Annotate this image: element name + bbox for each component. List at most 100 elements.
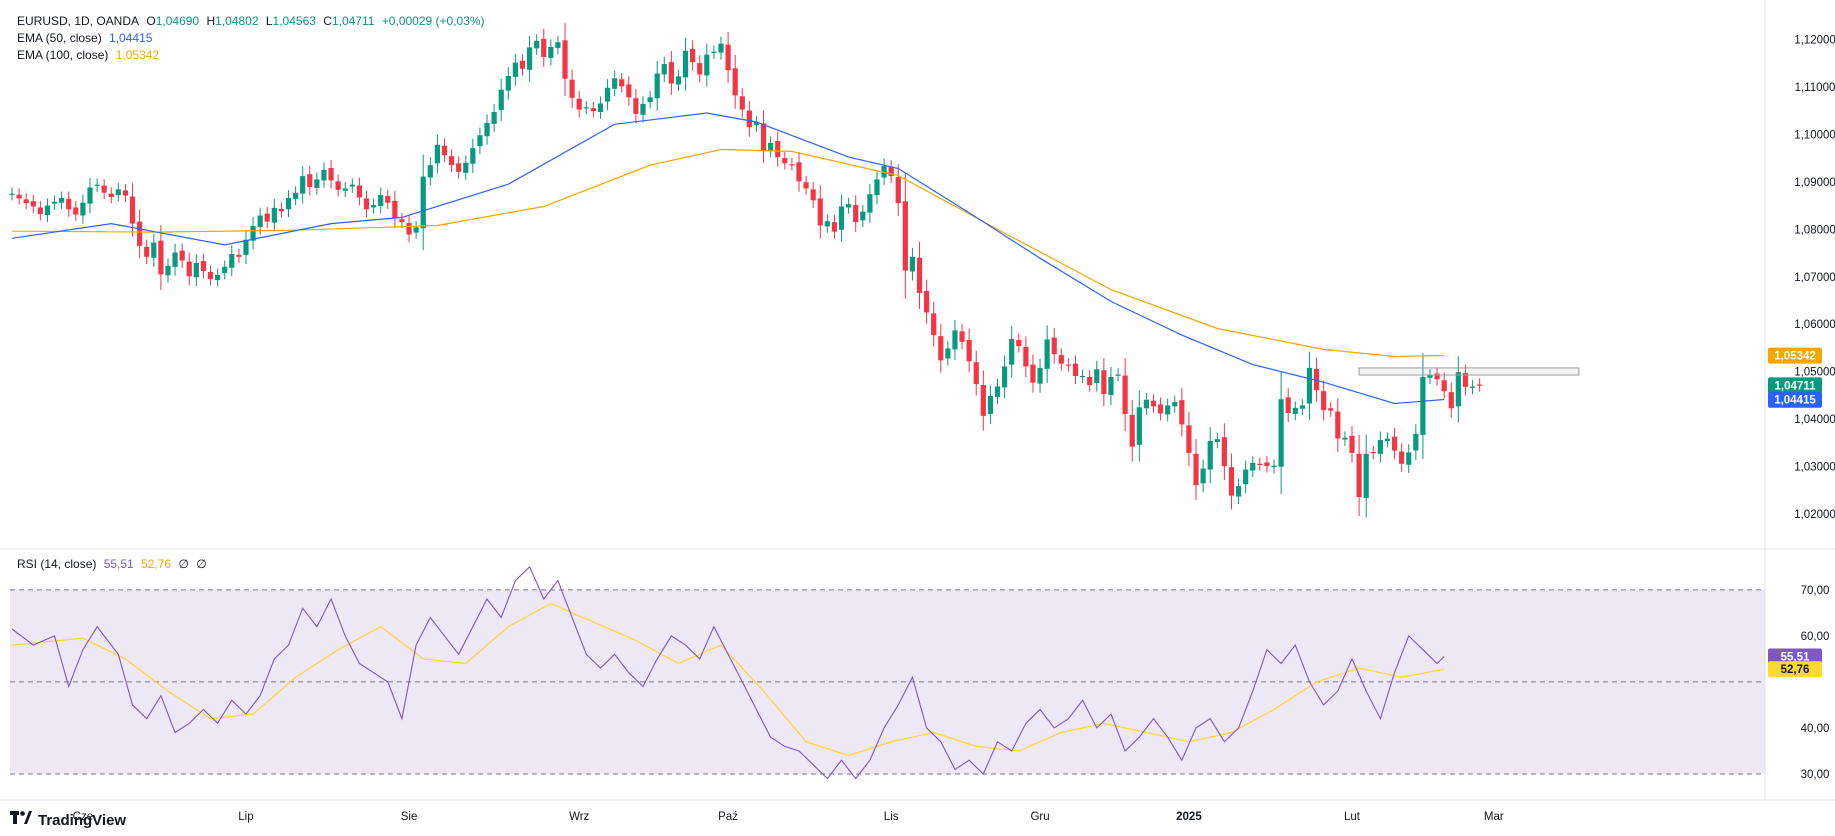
candle-26 bbox=[193, 254, 199, 287]
candle-body-151 bbox=[1079, 375, 1086, 378]
background-layer bbox=[10, 589, 1765, 775]
candle-body-17 bbox=[129, 196, 136, 224]
candle-body-89 bbox=[640, 103, 646, 115]
candle-75 bbox=[541, 28, 547, 68]
candle-207 bbox=[1477, 378, 1483, 392]
candle-11 bbox=[87, 178, 93, 214]
candle-body-51 bbox=[370, 205, 377, 208]
candle-body-177 bbox=[1264, 462, 1270, 467]
candle-108 bbox=[775, 131, 781, 167]
candle-body-67 bbox=[484, 122, 490, 137]
candle-body-79 bbox=[569, 79, 575, 98]
candle-body-58 bbox=[420, 176, 426, 229]
rsi-layer bbox=[11, 565, 1445, 780]
candle-63 bbox=[456, 156, 462, 179]
candle-113 bbox=[810, 181, 816, 208]
candle-205 bbox=[1462, 364, 1469, 396]
candle-body-199 bbox=[1420, 376, 1426, 435]
candle-70 bbox=[505, 66, 511, 100]
ema100-legend[interactable]: EMA (100, close) 1,05342 bbox=[17, 48, 163, 62]
candle-197 bbox=[1406, 444, 1412, 473]
candle-60 bbox=[434, 134, 440, 174]
candle-body-189 bbox=[1349, 435, 1355, 453]
candle-190 bbox=[1356, 434, 1362, 516]
candle-body-145 bbox=[1037, 367, 1043, 384]
candle-17 bbox=[129, 183, 136, 237]
rsi-ma-tag-bg bbox=[1768, 661, 1822, 678]
candle-31 bbox=[229, 245, 235, 277]
candle-body-7 bbox=[59, 197, 65, 203]
ema100-value: 1,05342 bbox=[115, 48, 160, 62]
candle-body-47 bbox=[342, 188, 348, 191]
candle-body-132 bbox=[945, 348, 951, 359]
candle-body-80 bbox=[576, 98, 582, 110]
candle-112 bbox=[803, 175, 809, 195]
candle-body-76 bbox=[548, 46, 554, 58]
candle-118 bbox=[846, 197, 852, 214]
ema50-legend[interactable]: EMA (50, close) 1,04415 bbox=[17, 31, 156, 45]
candle-body-190 bbox=[1356, 453, 1362, 498]
grid-layer bbox=[0, 0, 1835, 801]
candle-175 bbox=[1250, 456, 1256, 477]
candle-160 bbox=[1143, 392, 1149, 416]
candle-176 bbox=[1257, 457, 1263, 471]
candle-body-26 bbox=[193, 262, 199, 278]
candle-body-186 bbox=[1328, 408, 1334, 411]
candle-body-53 bbox=[385, 196, 391, 203]
candle-150 bbox=[1072, 355, 1079, 385]
candle-27 bbox=[200, 253, 207, 279]
tradingview-logo[interactable]: TradingView bbox=[10, 811, 126, 829]
candle-87 bbox=[626, 76, 632, 106]
candle-189 bbox=[1349, 426, 1355, 463]
candle-61 bbox=[441, 138, 448, 163]
candle-body-142 bbox=[1016, 339, 1022, 347]
candle-196 bbox=[1399, 443, 1405, 472]
candle-20 bbox=[151, 233, 157, 267]
candle-55 bbox=[399, 213, 405, 229]
candle-body-187 bbox=[1335, 411, 1341, 439]
candle-body-69 bbox=[498, 89, 504, 111]
candle-body-119 bbox=[853, 205, 859, 223]
candle-body-82 bbox=[590, 108, 596, 112]
ema50-value: 1,04415 bbox=[109, 31, 153, 45]
candle-body-178 bbox=[1271, 465, 1277, 468]
candle-135 bbox=[966, 328, 972, 373]
candle-125 bbox=[895, 164, 901, 217]
price-axis-label-2: 1,10000 bbox=[1794, 129, 1835, 141]
candle-body-157 bbox=[1122, 375, 1128, 414]
candle-body-108 bbox=[775, 140, 781, 158]
candle-body-153 bbox=[1094, 369, 1100, 384]
candle-body-198 bbox=[1413, 433, 1419, 451]
candle-92 bbox=[661, 56, 667, 82]
candle-body-152 bbox=[1087, 376, 1093, 386]
candle-body-60 bbox=[434, 144, 440, 164]
time-axis-label-9: Mar bbox=[1484, 811, 1504, 823]
candle-184 bbox=[1313, 357, 1320, 402]
candle-body-73 bbox=[526, 47, 533, 70]
candle-body-10 bbox=[80, 202, 86, 216]
candle-81 bbox=[583, 100, 589, 115]
candle-body-56 bbox=[406, 223, 412, 235]
candle-body-133 bbox=[952, 330, 958, 350]
ohlc-close: C1,04711 bbox=[323, 14, 375, 28]
candle-65 bbox=[470, 138, 476, 174]
candle-67 bbox=[484, 114, 490, 145]
candle-body-205 bbox=[1462, 373, 1469, 387]
candle-body-169 bbox=[1207, 441, 1213, 470]
candle-129 bbox=[924, 279, 930, 324]
last-price-tag-bg bbox=[1768, 377, 1822, 394]
candle-15 bbox=[115, 183, 121, 202]
candle-body-184 bbox=[1313, 368, 1320, 391]
candle-159 bbox=[1136, 390, 1142, 462]
change-value: +0,00029 (+0,03%) bbox=[381, 14, 485, 28]
candle-body-104 bbox=[746, 110, 752, 128]
rsi-legend[interactable]: RSI (14, close) 55,51 52,76 ∅ ∅ bbox=[17, 557, 211, 571]
candle-body-164 bbox=[1172, 402, 1178, 407]
candle-body-155 bbox=[1108, 376, 1114, 395]
price-axis-label-6: 1,06000 bbox=[1794, 319, 1835, 331]
candle-body-167 bbox=[1193, 453, 1199, 486]
candle-body-183 bbox=[1306, 367, 1313, 404]
candle-174 bbox=[1243, 460, 1249, 494]
candle-164 bbox=[1172, 395, 1178, 413]
